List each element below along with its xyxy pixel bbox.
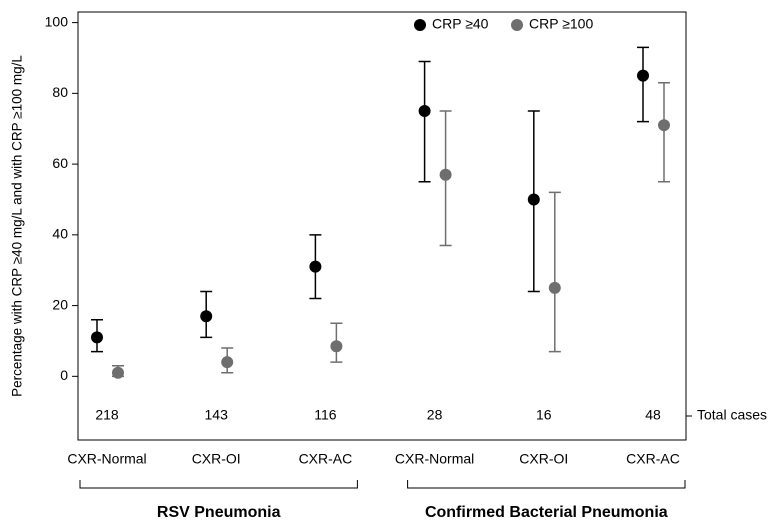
total-cases: 28 [427,407,443,423]
legend-marker [414,19,426,31]
y-tick-label: 100 [45,13,69,29]
error-bar [658,81,670,183]
total-cases: 116 [314,407,337,423]
point [91,331,103,344]
group-bracket [79,480,358,489]
point [221,356,234,369]
legend-label: CRP ≥100 [529,16,593,32]
point [548,281,561,294]
point [658,119,670,132]
x-tick-label: CXR-OI [192,451,241,467]
point [527,193,540,206]
x-tick-label: CXR-OI [519,451,568,467]
y-tick-label: 0 [60,367,68,383]
legend-label: CRP ≥40 [432,16,489,32]
total-cases: 218 [95,407,119,423]
total-cases-label: Total cases [697,407,767,423]
x-tick-label: CXR-AC [299,451,353,467]
group-label: RSV Pneumonia [157,504,281,521]
total-cases: 48 [645,407,661,423]
y-axis-label: Percentage with CRP ≥40 mg/L and with CR… [10,55,25,397]
plot-frame [77,11,687,441]
error-bar [418,60,431,183]
total-cases: 16 [536,407,552,423]
x-tick-label: CXR-AC [626,451,680,467]
error-bar [637,46,649,123]
point [439,168,452,181]
y-tick-label: 60 [52,155,68,171]
point [637,69,649,82]
legend-marker [511,19,523,31]
point [309,260,322,273]
y-tick-label: 40 [52,226,68,242]
x-tick-label: CXR-Normal [395,451,474,467]
point [112,366,124,379]
error-bar [548,191,561,353]
x-tick-label: CXR-Normal [67,451,146,467]
y-tick-label: 80 [52,84,68,100]
point [418,105,431,118]
point [200,310,213,323]
group-bracket [407,480,686,489]
group-label: Confirmed Bacterial Pneumonia [425,504,668,521]
point [330,340,343,353]
y-tick-label: 20 [52,296,68,312]
total-cases: 143 [205,407,229,423]
